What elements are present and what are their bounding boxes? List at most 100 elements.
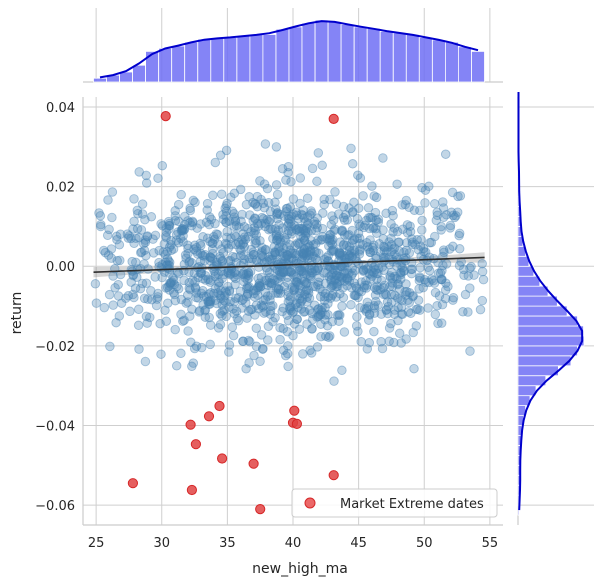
scatter-point [383, 301, 394, 312]
scatter-point [176, 348, 186, 359]
scatter-point [133, 209, 143, 219]
scatter-point [400, 287, 410, 297]
scatter-point [242, 275, 253, 285]
scatter-point [243, 267, 253, 277]
scatter-point [223, 265, 234, 276]
y-tick-label-0: −0.06 [35, 499, 75, 514]
scatter-point [139, 245, 150, 256]
scatter-point [215, 286, 226, 296]
scatter-point [326, 282, 336, 293]
scatter-point [271, 288, 281, 298]
scatter-point [221, 311, 231, 322]
scatter-point [313, 277, 324, 288]
scatter-point [430, 309, 441, 320]
x-tick-label-3: 40 [285, 536, 302, 551]
scatter-point [160, 257, 171, 267]
right-histogram-bar [517, 345, 578, 357]
scatter-point [371, 192, 382, 203]
scatter-point [429, 199, 440, 209]
scatter-point [172, 281, 182, 292]
scatter-point [264, 272, 275, 283]
scatter-point [200, 275, 211, 285]
scatter-point [277, 248, 288, 258]
scatter-point [299, 250, 309, 260]
scatter-point [369, 326, 379, 337]
right-histogram-bar [517, 305, 568, 317]
main-scatter-panel: 25 30 35 40 45 50 55 −0.06 −0.04 −0.02 0.00 0.02 0.… [35, 97, 503, 551]
scatter-point [299, 213, 309, 224]
scatter-point [205, 320, 216, 330]
scatter-point [220, 297, 231, 307]
scatter-point [203, 274, 213, 285]
scatter-point [414, 275, 425, 286]
scatter-point [313, 303, 324, 314]
scatter-point [458, 307, 468, 317]
scatter-point [130, 283, 141, 293]
scatter-point [372, 274, 382, 284]
scatter-point [360, 220, 370, 231]
scatter-point [373, 268, 383, 279]
scatter-point [305, 345, 315, 356]
scatter-point [287, 253, 297, 263]
scatter-point [354, 219, 364, 229]
scatter-point [286, 221, 297, 231]
scatter-point [196, 240, 206, 251]
scatter-point [217, 306, 228, 316]
scatter-point [114, 311, 125, 321]
scatter-point [303, 285, 314, 295]
scatter-point [362, 344, 373, 354]
scatter-point [393, 302, 403, 313]
scatter-point [193, 293, 203, 303]
scatter-point [259, 203, 270, 213]
extreme-point [217, 453, 228, 464]
scatter-point [349, 247, 360, 257]
scatter-point [107, 187, 118, 197]
scatter-point [237, 269, 248, 279]
scatter-point [237, 303, 247, 313]
scatter-point [273, 273, 283, 284]
scatter-point [282, 250, 292, 260]
scatter-point [319, 291, 330, 302]
scatter-point [404, 297, 415, 308]
scatter-point [270, 248, 280, 258]
scatter-point [276, 267, 287, 278]
scatter-point [334, 276, 345, 287]
scatter-point [168, 287, 179, 298]
scatter-point [263, 252, 274, 262]
scatter-point [441, 210, 452, 220]
scatter-point [260, 139, 271, 149]
scatter-point [135, 283, 146, 294]
scatter-point [369, 282, 380, 293]
x-tick-label-1: 30 [153, 536, 170, 551]
scatter-point [152, 294, 162, 304]
scatter-point [359, 282, 369, 293]
scatter-point [221, 217, 231, 228]
scatter-point [403, 307, 414, 317]
scatter-point [252, 191, 263, 202]
scatter-point [249, 229, 259, 239]
scatter-point [170, 206, 180, 216]
scatter-point [363, 263, 373, 273]
scatter-point [210, 218, 220, 229]
scatter-point [386, 318, 396, 329]
scatter-point [230, 230, 240, 241]
scatter-point [407, 234, 417, 244]
scatter-point [219, 305, 229, 316]
scatter-point [229, 188, 240, 199]
scatter-point [299, 248, 310, 258]
scatter-point [360, 304, 370, 314]
scatter-point [230, 252, 240, 263]
top-histogram-bar [288, 26, 303, 83]
scatter-point [270, 197, 280, 208]
scatter-point [260, 275, 270, 286]
scatter-point [350, 290, 360, 301]
scatter-point [265, 206, 276, 217]
extreme-point [185, 419, 196, 430]
legend[interactable]: Market Extreme dates [291, 488, 498, 518]
scatter-point [170, 295, 181, 306]
scatter-point [243, 270, 254, 281]
scatter-point [293, 213, 303, 224]
scatter-point [302, 319, 312, 329]
scatter-point [204, 219, 215, 230]
scatter-point [162, 253, 173, 264]
